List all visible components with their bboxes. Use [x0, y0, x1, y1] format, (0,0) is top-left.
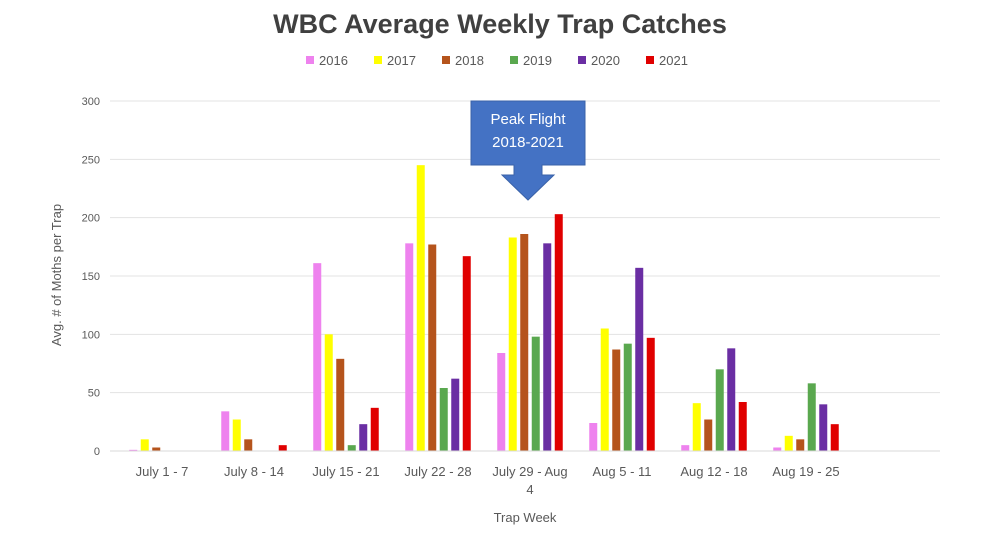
chart-title: WBC Average Weekly Trap Catches — [273, 9, 727, 39]
legend-swatch — [442, 56, 450, 64]
x-tick-label: Aug 19 - 25 — [772, 464, 839, 479]
bar — [830, 424, 839, 451]
x-tick-label: July 29 - Aug 4 — [492, 464, 567, 497]
peak-flight-callout: Peak Flight 2018-2021 — [470, 100, 586, 201]
bar — [646, 337, 655, 451]
legend-label: 2016 — [319, 53, 348, 68]
y-tick-label: 0 — [94, 446, 100, 458]
y-axis-label: Avg. # of Moths per Trap — [49, 204, 64, 346]
bar — [773, 447, 782, 451]
bar — [416, 165, 425, 451]
bar — [462, 256, 471, 451]
bar — [324, 334, 333, 451]
legend-swatch — [306, 56, 314, 64]
bar — [727, 348, 736, 451]
bar — [278, 445, 287, 451]
y-tick-label: 150 — [82, 271, 100, 283]
bar — [635, 267, 644, 451]
legend-label: 2020 — [591, 53, 620, 68]
callout-arrow-box — [470, 100, 586, 201]
bar — [152, 447, 161, 451]
bar — [623, 343, 632, 451]
x-tick-label: Aug 12 - 18 — [680, 464, 747, 479]
bar — [692, 403, 701, 451]
bar — [554, 214, 563, 451]
bar — [543, 243, 552, 451]
legend-label: 2019 — [523, 53, 552, 68]
bar — [715, 369, 724, 451]
bar — [129, 449, 138, 451]
bar — [738, 402, 747, 451]
x-tick-label: July 1 - 7 — [136, 464, 189, 479]
bar — [600, 328, 609, 451]
bar — [140, 439, 149, 451]
x-tick-label-line: July 29 - Aug — [492, 464, 567, 479]
bar — [589, 423, 598, 451]
bar — [612, 349, 621, 451]
y-tick-label: 200 — [82, 213, 100, 225]
legend-swatch — [510, 56, 518, 64]
y-tick-label: 50 — [88, 388, 100, 400]
legend-swatch — [578, 56, 586, 64]
y-tick-label: 250 — [82, 154, 100, 166]
bar — [497, 353, 506, 451]
bar — [232, 419, 241, 451]
legend: 2016 2017 2018 2019 2020 2021 — [306, 53, 688, 68]
x-tick-label-line: 4 — [526, 482, 533, 497]
bars — [129, 165, 839, 451]
y-tick-label: 100 — [82, 329, 100, 341]
bar — [370, 407, 379, 451]
legend-label: 2018 — [455, 53, 484, 68]
x-tick-label: July 8 - 14 — [224, 464, 284, 479]
legend-swatch — [646, 56, 654, 64]
bar — [439, 388, 448, 451]
bar — [359, 424, 368, 451]
bar — [807, 383, 816, 451]
bar — [704, 419, 713, 451]
bar — [784, 435, 793, 451]
y-axis-ticks: 0 50 100 150 200 250 300 — [82, 96, 100, 458]
x-tick-label: July 15 - 21 — [312, 464, 379, 479]
bar — [244, 439, 253, 451]
x-axis-ticks: July 1 - 7 July 8 - 14 July 15 - 21 July 22… — [136, 464, 840, 497]
callout-text-line: 2018-2021 — [492, 134, 564, 151]
legend-label: 2021 — [659, 53, 688, 68]
bar — [336, 358, 345, 451]
bar — [819, 404, 828, 451]
legend-label: 2017 — [387, 53, 416, 68]
bar — [221, 411, 230, 451]
bar — [508, 237, 517, 451]
bar — [347, 445, 356, 451]
bar — [405, 243, 414, 451]
x-axis-label: Trap Week — [494, 510, 557, 525]
legend-swatch — [374, 56, 382, 64]
bar — [428, 244, 437, 451]
x-tick-label: Aug 5 - 11 — [592, 464, 651, 479]
bar — [681, 445, 690, 451]
bar — [796, 439, 805, 451]
bar — [313, 263, 322, 451]
bar — [531, 336, 540, 451]
y-tick-label: 300 — [82, 96, 100, 108]
x-tick-label: July 22 - 28 — [404, 464, 471, 479]
bar — [520, 234, 529, 451]
bar — [451, 378, 460, 451]
callout-text-line: Peak Flight — [490, 111, 566, 128]
